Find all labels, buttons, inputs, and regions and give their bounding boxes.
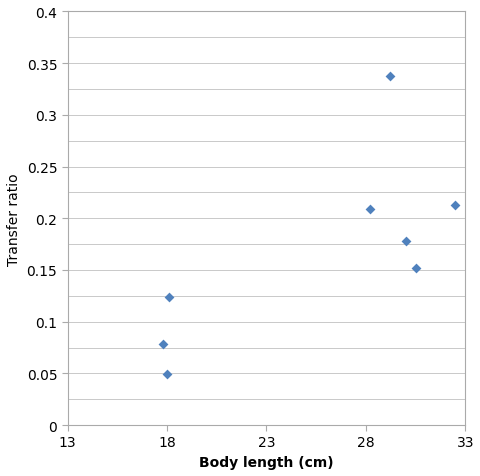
Point — [165, 293, 172, 301]
Point — [163, 371, 170, 378]
Point — [385, 72, 393, 80]
X-axis label: Body length (cm): Body length (cm) — [199, 455, 333, 469]
Point — [411, 265, 419, 272]
Point — [159, 341, 167, 348]
Y-axis label: Transfer ratio: Transfer ratio — [7, 173, 21, 265]
Point — [451, 201, 458, 209]
Point — [365, 206, 373, 213]
Point — [401, 238, 408, 245]
